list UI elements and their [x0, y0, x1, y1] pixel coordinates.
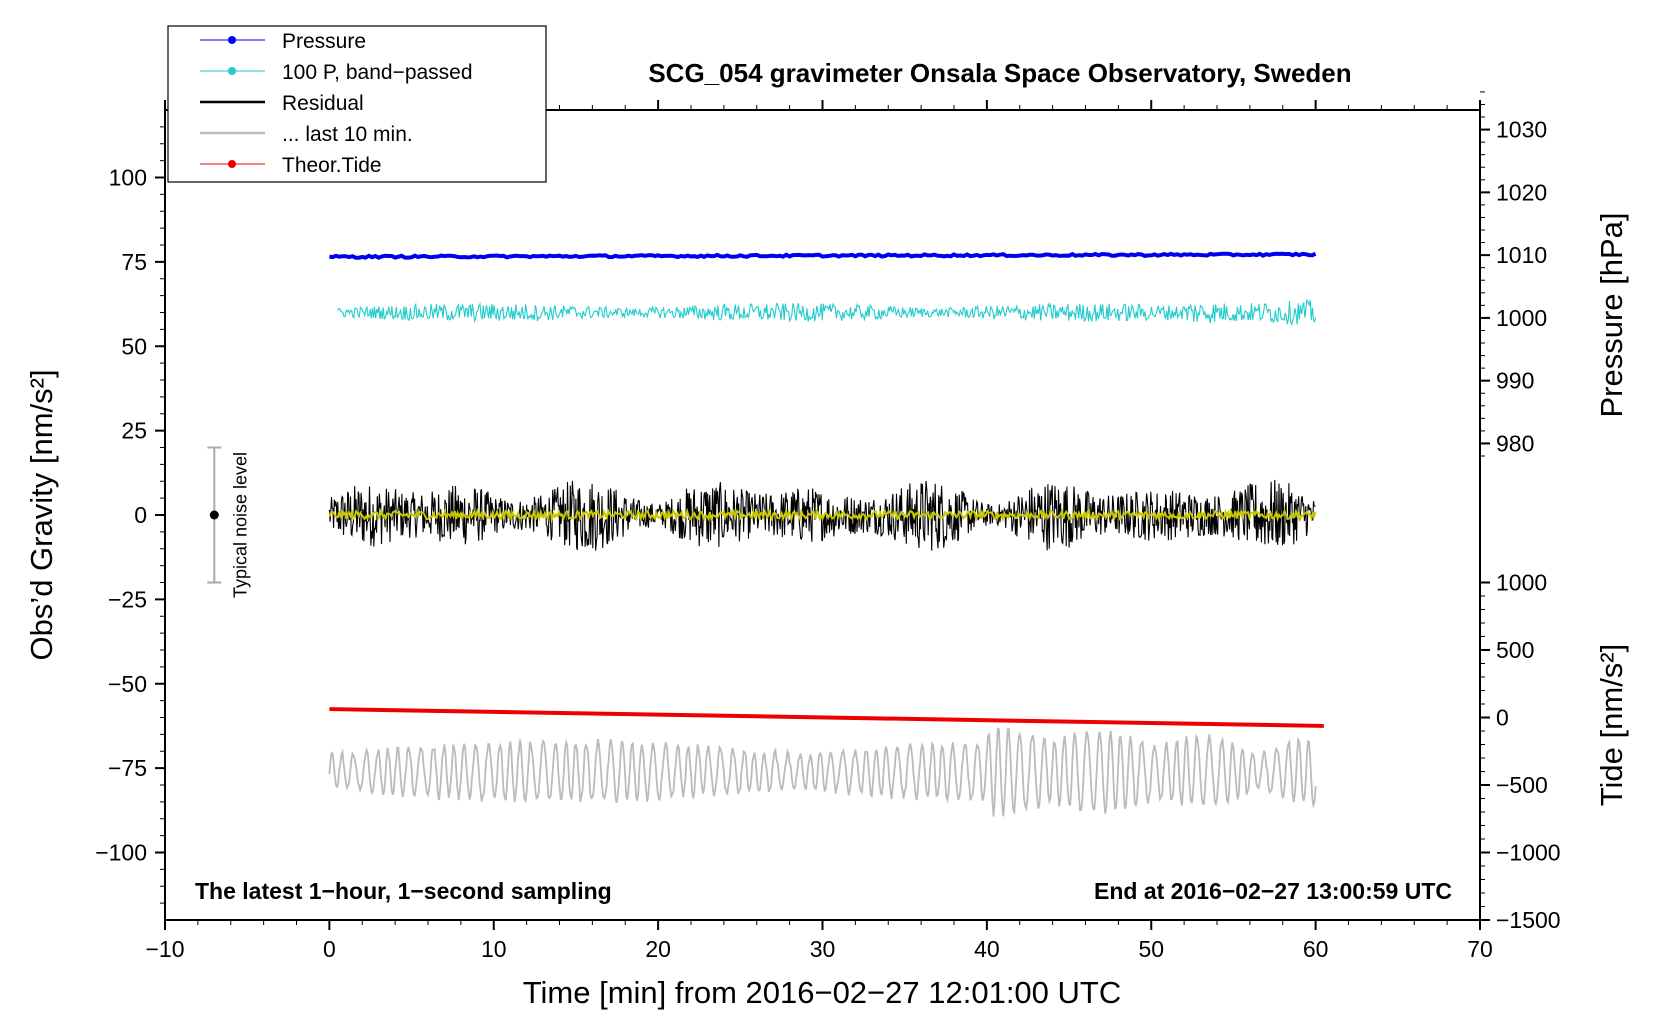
tide-tick-label: −1000	[1496, 840, 1561, 866]
pressure-tick-label: 1000	[1496, 305, 1547, 331]
noise-level-dot	[209, 510, 219, 520]
annotation-end-time: End at 2016−02−27 13:00:59 UTC	[1094, 878, 1452, 904]
y-tick-label: −50	[108, 671, 147, 697]
x-axis-title: Time [min] from 2016−02−27 12:01:00 UTC	[523, 975, 1122, 1010]
legend-swatch-marker	[228, 160, 236, 168]
x-tick-label: 40	[974, 936, 1000, 962]
tide-tick-label: −1500	[1496, 907, 1561, 933]
x-tick-label: 10	[481, 936, 507, 962]
tide-tick-label: −500	[1496, 772, 1548, 798]
legend-label: Residual	[282, 92, 364, 115]
pressure-tick-label: 1010	[1496, 242, 1547, 268]
series-pressure-line	[329, 251, 1317, 260]
x-tick-label: −10	[145, 936, 184, 962]
series-layer	[328, 251, 1324, 817]
y-axis-title-tide: Tide [nm/s²]	[1594, 644, 1629, 807]
annotation-sampling: The latest 1−hour, 1−second sampling	[195, 878, 612, 904]
legend-items: Pressure 100 P, band−passed Residual ... la…	[200, 30, 473, 177]
series-last-10-min-line	[328, 726, 1317, 817]
x-tick-label: 20	[645, 936, 671, 962]
legend-label: Theor.Tide	[282, 154, 382, 177]
tide-tick-label: 500	[1496, 637, 1534, 663]
y-tick-label: −100	[95, 840, 147, 866]
series-theor-tide-line	[329, 707, 1324, 728]
y-tick-label: 50	[121, 333, 147, 359]
x-tick-label: 0	[323, 936, 336, 962]
x-tick-label: 30	[810, 936, 836, 962]
legend: Pressure 100 P, band−passed Residual ... la…	[167, 25, 547, 183]
series-residual-line	[328, 479, 1316, 551]
chart-title: SCG_054 gravimeter Onsala Space Observat…	[648, 58, 1351, 88]
noise-level-indicator: Typical noise level	[207, 446, 250, 598]
legend-label: ... last 10 min.	[282, 123, 413, 146]
pressure-tick-label: 1020	[1496, 179, 1547, 205]
series-residual-smoothed-line	[328, 507, 1317, 523]
pressure-tick-label: 980	[1496, 430, 1534, 456]
x-tick-label: 70	[1467, 936, 1493, 962]
y-tick-label: 75	[121, 249, 147, 275]
plot-frame	[164, 109, 1481, 921]
y-axis-title-pressure: Pressure [hPa]	[1594, 212, 1629, 417]
legend-label: 100 P, band−passed	[282, 61, 473, 84]
x-tick-label: 50	[1138, 936, 1164, 962]
series-band-passed-line	[337, 298, 1317, 326]
tide-tick-label: 1000	[1496, 570, 1547, 596]
pressure-tick-label: 990	[1496, 368, 1534, 394]
pressure-tick-label: 1030	[1496, 117, 1547, 143]
legend-label: Pressure	[282, 30, 366, 53]
tide-tick-label: 0	[1496, 705, 1509, 731]
y-tick-label: −75	[108, 755, 147, 781]
legend-swatch-marker	[228, 36, 236, 44]
y-tick-label: 25	[121, 418, 147, 444]
y-tick-label: −25	[108, 586, 147, 612]
y-tick-label: 0	[134, 502, 147, 528]
x-tick-label: 60	[1303, 936, 1329, 962]
y-axis-title-left: Obs’d Gravity [nm/s²]	[24, 369, 59, 660]
y-tick-label: 100	[109, 165, 147, 191]
legend-box	[167, 25, 547, 183]
legend-swatch-marker	[228, 67, 236, 75]
noise-level-label: Typical noise level	[230, 452, 250, 598]
